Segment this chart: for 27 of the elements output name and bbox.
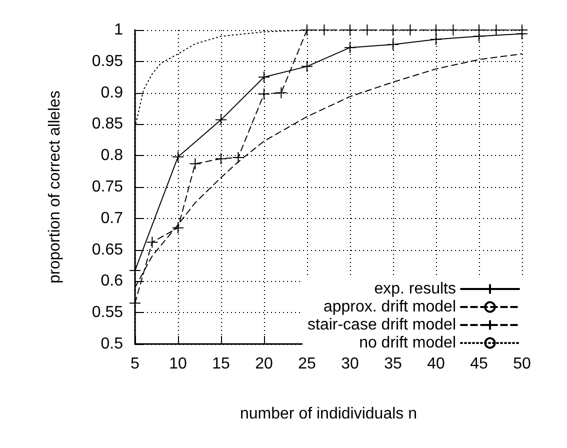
x-tick-label: 25: [298, 356, 316, 372]
x-axis-title: number of indidividuals n: [240, 406, 417, 422]
x-tick-label: 30: [341, 356, 359, 372]
y-tick-label: 0.5: [100, 336, 124, 352]
x-tick-label: 40: [427, 356, 445, 372]
y-tick-label: 0.8: [100, 147, 124, 164]
x-tick-label: 10: [169, 356, 187, 372]
x-tick-label: 50: [513, 356, 531, 372]
y-tick-label: 0.7: [100, 210, 124, 227]
y-tick-label: 0.85: [92, 116, 124, 133]
y-tick-label: 0.95: [92, 52, 124, 70]
y-tick-label: 0.55: [92, 304, 124, 322]
y-axis-title: proportion of correct alleles: [46, 90, 64, 284]
x-tick-label: 5: [130, 356, 140, 372]
x-tick-label: 45: [470, 356, 488, 372]
legend-label: no drift model: [359, 334, 456, 352]
y-tick-label: 0.75: [92, 178, 124, 196]
x-tick-label: 15: [212, 356, 230, 372]
y-tick-label: 0.6: [100, 272, 124, 290]
legend-label: exp. results: [374, 280, 456, 298]
y-tick-label: 0.9: [100, 84, 124, 102]
x-tick-label: 20: [255, 356, 273, 372]
y-tick-label: 0.65: [92, 241, 124, 258]
y-tick-label: 1: [114, 22, 124, 38]
legend-label: stair-case drift model: [308, 316, 456, 334]
x-tick-label: 35: [384, 356, 402, 372]
legend-label: approx. drift model: [323, 298, 456, 316]
